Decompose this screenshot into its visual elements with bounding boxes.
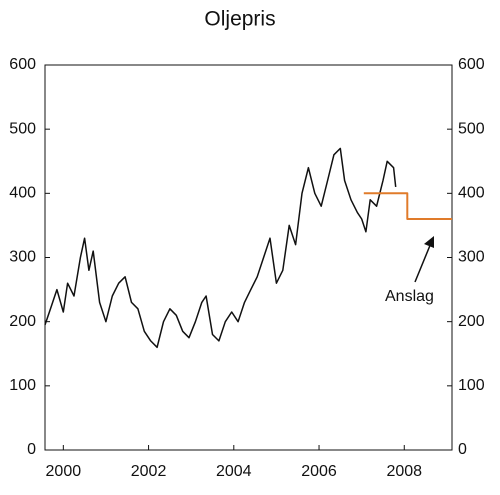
- chart-title: Oljepris: [204, 8, 275, 31]
- y2-tick-label: 300: [458, 249, 485, 266]
- x-tick-label: 2000: [46, 463, 82, 480]
- y2-tick-label: 200: [458, 313, 485, 330]
- y-tick-label: 100: [9, 377, 36, 394]
- x-tick-label: 2008: [386, 463, 422, 480]
- x-tick-label: 2004: [216, 463, 252, 480]
- y2-tick-label: 0: [458, 441, 467, 458]
- y2-tick-label: 100: [458, 377, 485, 394]
- plot-frame: [44, 64, 453, 451]
- line-series: [44, 147, 397, 349]
- x-tick-label: 2002: [131, 463, 167, 480]
- arrow-head: [424, 236, 434, 248]
- y2-tick-label: 600: [458, 56, 485, 73]
- y-tick-label: 400: [9, 185, 36, 202]
- y-tick-label: 0: [27, 441, 36, 458]
- y2-tick-label: 500: [458, 120, 485, 137]
- annotation: Anslag: [385, 288, 434, 305]
- y-tick-label: 500: [9, 120, 36, 137]
- y-tick-label: 300: [9, 249, 36, 266]
- annotation-arrow: [414, 242, 432, 283]
- x-tick-label: 2006: [301, 463, 337, 480]
- y-tick-label: 600: [9, 56, 36, 73]
- y-tick-label: 200: [9, 313, 36, 330]
- line-series: [363, 192, 452, 220]
- y2-tick-label: 400: [458, 185, 485, 202]
